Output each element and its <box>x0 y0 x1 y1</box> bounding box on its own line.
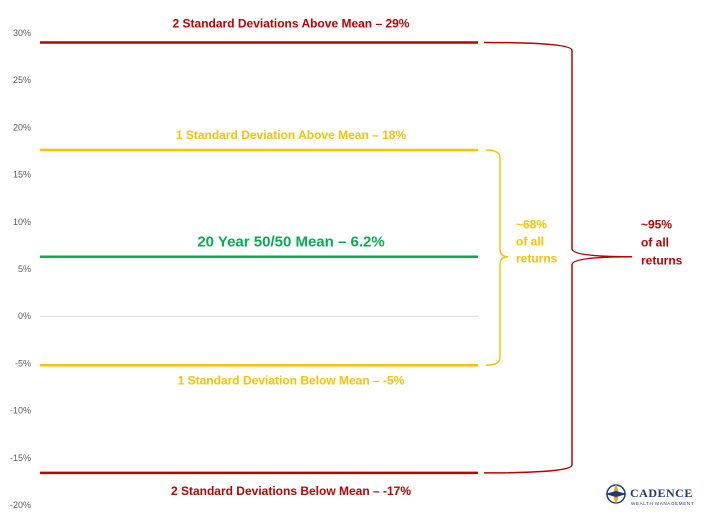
brace-text-one-sd: ~68% <box>516 218 547 232</box>
label-mean: 20 Year 50/50 Mean – 6.2% <box>197 234 384 251</box>
y-tick-label: 30% <box>13 28 31 38</box>
reference-line-labels: 2 Standard Deviations Above Mean – 29% 1 … <box>171 16 411 497</box>
brace-text-two-sd: ~95% <box>641 218 672 232</box>
brace-text-two-sd: of all <box>641 236 669 250</box>
label-plus2sd: 2 Standard Deviations Above Mean – 29% <box>173 16 410 30</box>
y-axis-ticks: 30% 25% 20% 15% 10% 5% 0% -5% -10% -15% -20% <box>10 28 31 510</box>
y-tick-label: 20% <box>13 122 31 132</box>
compass-icon <box>605 483 627 505</box>
y-tick-label: -15% <box>10 453 31 463</box>
brace-text-two-sd: returns <box>641 254 683 268</box>
y-tick-label: 15% <box>13 170 31 180</box>
brace-text-one-sd: of all <box>516 235 544 249</box>
brace-text-one-sd: returns <box>516 252 558 266</box>
logo-tagline: WEALTH MANAGEMENT <box>631 501 694 506</box>
y-tick-label: 10% <box>13 217 31 227</box>
y-tick-label: 5% <box>18 264 31 274</box>
y-tick-label: -10% <box>10 406 31 416</box>
label-minus1sd: 1 Standard Deviation Below Mean – -5% <box>178 373 405 387</box>
y-tick-label: 25% <box>13 75 31 85</box>
braces: ~68% of all returns ~95% of all returns <box>483 41 683 474</box>
label-minus2sd: 2 Standard Deviations Below Mean – -17% <box>171 484 411 498</box>
brace-one-sd <box>485 149 509 367</box>
y-tick-label: 0% <box>18 311 31 321</box>
cadence-logo: CADENCE WEALTH MANAGEMENT <box>605 483 694 506</box>
label-plus1sd: 1 Standard Deviation Above Mean – 18% <box>176 128 407 142</box>
y-tick-label: -5% <box>15 358 31 368</box>
brace-two-sd <box>483 41 633 474</box>
y-tick-label: -20% <box>10 500 31 510</box>
reference-lines <box>40 41 478 475</box>
logo-name: CADENCE <box>630 486 693 500</box>
